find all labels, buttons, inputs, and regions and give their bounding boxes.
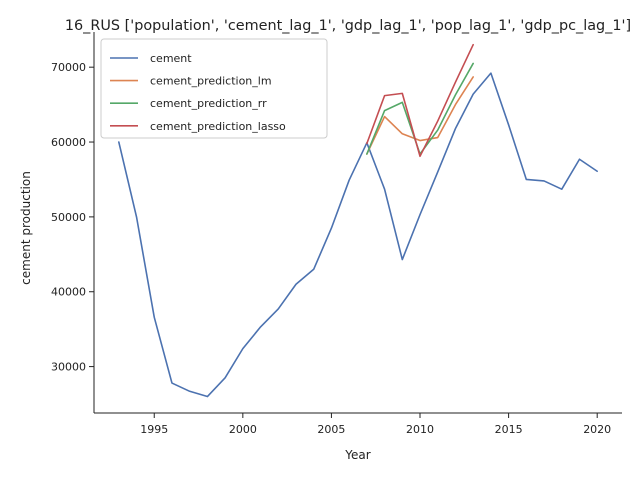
x-tick-label: 2015 bbox=[495, 423, 523, 436]
y-axis-label: cement production bbox=[19, 171, 33, 285]
x-tick-label: 2005 bbox=[317, 423, 345, 436]
legend-label: cement_prediction_lasso bbox=[150, 120, 286, 133]
x-tick-label: 1995 bbox=[140, 423, 168, 436]
series-line-cement-prediction-lm bbox=[366, 76, 474, 155]
legend-label: cement_prediction_lm bbox=[150, 75, 272, 88]
series-line-cement-prediction-lasso bbox=[366, 43, 474, 158]
y-tick-label: 30000 bbox=[51, 361, 86, 374]
x-tick-label: 2000 bbox=[229, 423, 257, 436]
y-tick-label: 60000 bbox=[51, 136, 86, 149]
series-lines bbox=[118, 43, 598, 398]
y-tick-label: 40000 bbox=[51, 286, 86, 299]
x-axis-label: Year bbox=[344, 448, 370, 462]
plot-area bbox=[93, 32, 622, 414]
x-tick-label: 2020 bbox=[583, 423, 611, 436]
chart-title: 16_RUS ['population', 'cement_lag_1', 'g… bbox=[65, 18, 631, 34]
x-tick-label: 2010 bbox=[406, 423, 434, 436]
legend-box bbox=[100, 38, 328, 139]
y-tick-label: 70000 bbox=[51, 61, 86, 74]
legend-label: cement bbox=[150, 52, 192, 65]
x-ticks: 1995 2000 2005 2010 2015 2020 bbox=[140, 413, 611, 436]
y-tick-label: 50000 bbox=[51, 211, 86, 224]
legend-label: cement_prediction_rr bbox=[150, 97, 267, 110]
series-line-cement bbox=[118, 72, 598, 398]
legend: cement cement_prediction_lm cement_predict… bbox=[100, 38, 328, 139]
y-ticks: 30000 40000 50000 60000 70000 bbox=[51, 61, 94, 374]
